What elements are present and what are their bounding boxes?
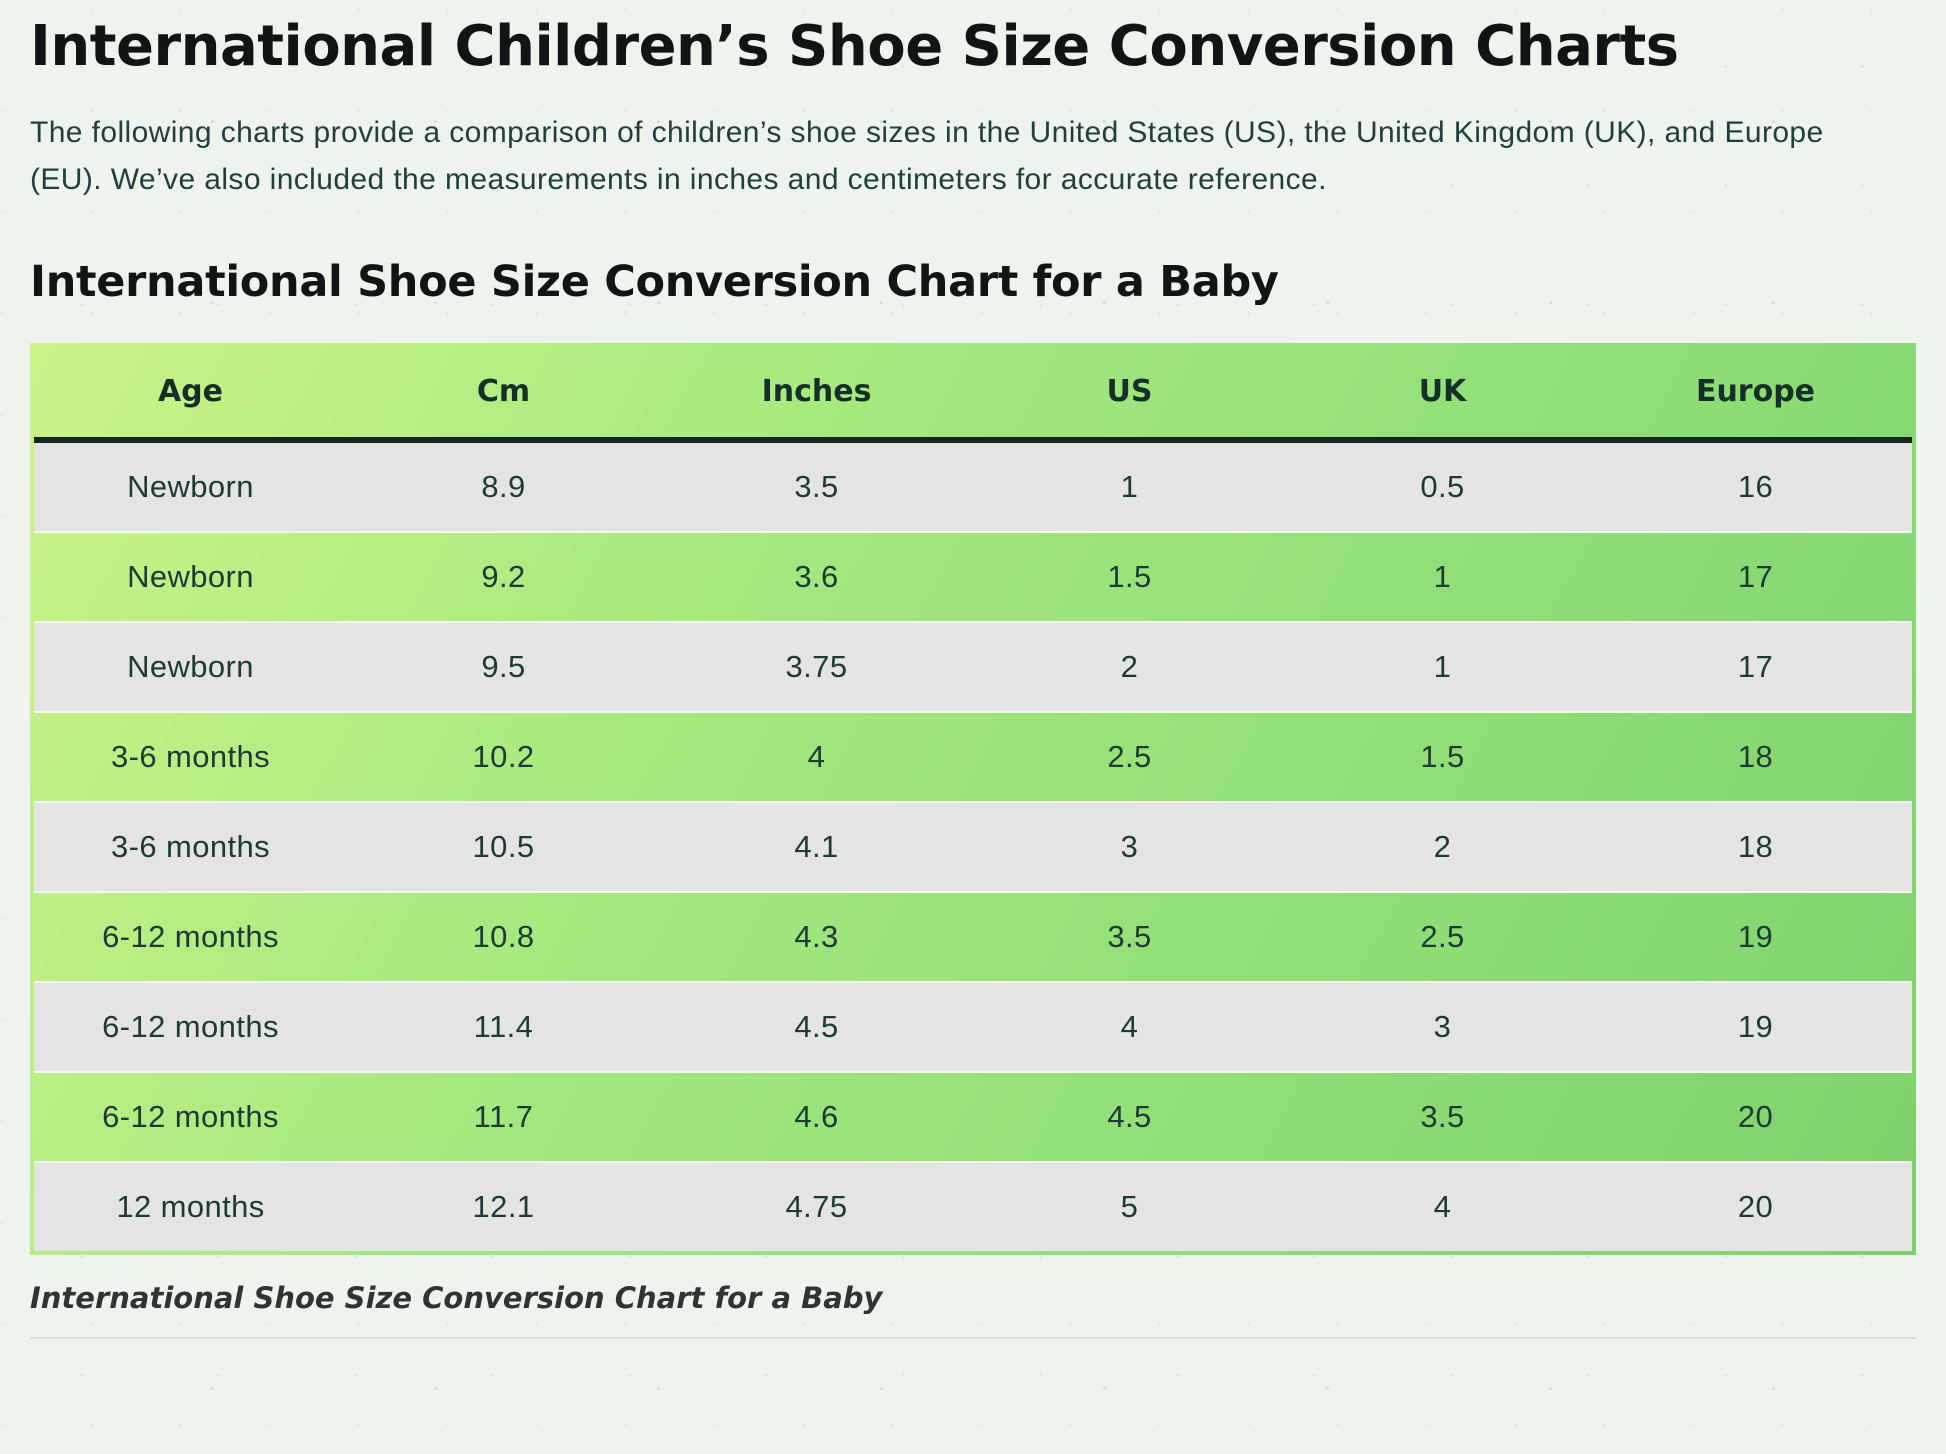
table-row: 6-12 months 11.7 4.6 4.5 3.5 20 <box>34 1071 1912 1162</box>
table-cell: 3-6 months <box>34 711 347 802</box>
table-cell: 3.6 <box>660 531 973 622</box>
table-cell: 10.5 <box>347 801 660 892</box>
table-cell: 2.5 <box>973 711 1286 802</box>
shoe-size-table: Age Cm Inches US UK Europe Newborn 8.9 3.5 1 0.5 1… <box>30 343 1916 1255</box>
table-row: 3-6 months 10.2 4 2.5 1.5 18 <box>34 711 1912 802</box>
table-head: Age Cm Inches US UK Europe <box>34 345 1912 443</box>
table-cell: 4.5 <box>973 1071 1286 1162</box>
table-row: 6-12 months 11.4 4.5 4 3 19 <box>34 981 1912 1072</box>
table-row: Newborn 8.9 3.5 1 0.5 16 <box>34 439 1912 532</box>
table-cell: 18 <box>1599 711 1912 802</box>
table-cell: Newborn <box>34 439 347 532</box>
table-cell: 12 months <box>34 1161 347 1251</box>
table-cell: 4.5 <box>660 981 973 1072</box>
table-cell: 5 <box>973 1161 1286 1251</box>
column-header-europe: Europe <box>1599 345 1912 443</box>
column-header-age: Age <box>34 345 347 443</box>
section-heading: International Shoe Size Conversion Chart… <box>30 257 1279 307</box>
table-cell: 8.9 <box>347 439 660 532</box>
table-cell: 19 <box>1599 891 1912 982</box>
column-header-cm: Cm <box>347 345 660 443</box>
table-row: Newborn 9.2 3.6 1.5 1 17 <box>34 531 1912 622</box>
table-cell: 3-6 months <box>34 801 347 892</box>
table-cell: 9.5 <box>347 621 660 712</box>
table-cell: 18 <box>1599 801 1912 892</box>
table-cell: 10.8 <box>347 891 660 982</box>
table-cell: 3 <box>973 801 1286 892</box>
table-cell: 1 <box>1286 531 1599 622</box>
table-cell: Newborn <box>34 621 347 712</box>
table-cell: 12.1 <box>347 1161 660 1251</box>
column-header-inches: Inches <box>660 345 973 443</box>
table-cell: 0.5 <box>1286 439 1599 532</box>
table-cell: 17 <box>1599 621 1912 712</box>
page: International Children’s Shoe Size Conve… <box>0 14 1946 1339</box>
table-cell: 1 <box>973 439 1286 532</box>
table-caption: International Shoe Size Conversion Chart… <box>30 1281 883 1315</box>
table-cell: 6-12 months <box>34 1071 347 1162</box>
intro-paragraph: The following charts provide a compariso… <box>30 116 1824 196</box>
table-row: 3-6 months 10.5 4.1 3 2 18 <box>34 801 1912 892</box>
table-cell: 4.75 <box>660 1161 973 1251</box>
column-header-us: US <box>973 345 1286 443</box>
table-cell: 4.6 <box>660 1071 973 1162</box>
table-cell: 3.5 <box>973 891 1286 982</box>
table-cell: 10.2 <box>347 711 660 802</box>
table-cell: 9.2 <box>347 531 660 622</box>
conversion-table: Age Cm Inches US UK Europe Newborn 8.9 3.5 1 0.5 1… <box>34 345 1912 1251</box>
table-cell: 4 <box>1286 1161 1599 1251</box>
table-cell: 2.5 <box>1286 891 1599 982</box>
table-cell: 4 <box>973 981 1286 1072</box>
table-cell: 1 <box>1286 621 1599 712</box>
table-cell: 2 <box>1286 801 1599 892</box>
table-cell: 11.7 <box>347 1071 660 1162</box>
table-cell: 4 <box>660 711 973 802</box>
table-cell: 3.5 <box>1286 1071 1599 1162</box>
table-row: Newborn 9.5 3.75 2 1 17 <box>34 621 1912 712</box>
table-header-row: Age Cm Inches US UK Europe <box>34 345 1912 443</box>
table-cell: 20 <box>1599 1071 1912 1162</box>
table-cell: 16 <box>1599 439 1912 532</box>
table-cell: 3 <box>1286 981 1599 1072</box>
content-divider <box>30 1337 1916 1339</box>
table-row: 6-12 months 10.8 4.3 3.5 2.5 19 <box>34 891 1912 982</box>
page-title: International Children’s Shoe Size Conve… <box>30 14 1679 79</box>
table-cell: 4.1 <box>660 801 973 892</box>
table-cell: 3.75 <box>660 621 973 712</box>
table-cell: Newborn <box>34 531 347 622</box>
table-cell: 11.4 <box>347 981 660 1072</box>
table-cell: 20 <box>1599 1161 1912 1251</box>
table-body: Newborn 8.9 3.5 1 0.5 16 Newborn 9.2 3.6 1.5 1 17 Ne… <box>34 439 1912 1251</box>
table-cell: 3.5 <box>660 439 973 532</box>
table-row: 12 months 12.1 4.75 5 4 20 <box>34 1161 1912 1251</box>
table-cell: 1.5 <box>973 531 1286 622</box>
table-cell: 17 <box>1599 531 1912 622</box>
table-cell: 1.5 <box>1286 711 1599 802</box>
table-cell: 6-12 months <box>34 981 347 1072</box>
table-cell: 19 <box>1599 981 1912 1072</box>
table-cell: 4.3 <box>660 891 973 982</box>
table-cell: 2 <box>973 621 1286 712</box>
table-cell: 6-12 months <box>34 891 347 982</box>
column-header-uk: UK <box>1286 345 1599 443</box>
